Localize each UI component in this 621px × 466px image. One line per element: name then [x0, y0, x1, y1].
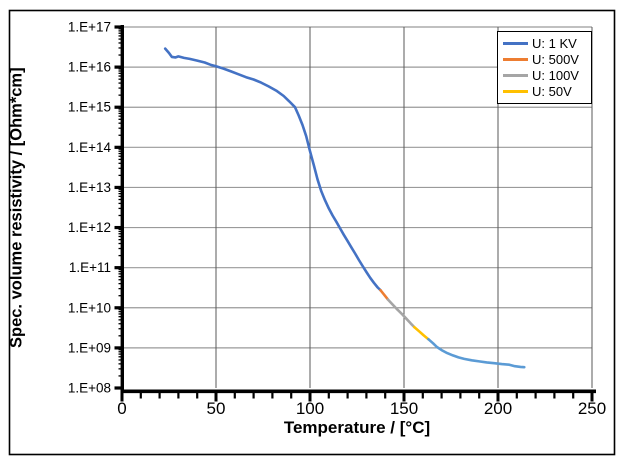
- x-tick-label: 0: [117, 399, 126, 418]
- series-path: [386, 298, 416, 329]
- y-tick-label: 1.E+16: [68, 60, 111, 75]
- y-axis-title: Spec. volume resistivity / [Ohm*cm]: [7, 67, 26, 348]
- series-path: [379, 288, 390, 301]
- y-tick-label: 1.E+11: [69, 260, 111, 275]
- legend-item: U: 100V: [503, 68, 589, 83]
- legend-item: U: 500V: [503, 52, 589, 67]
- x-tick-label: 250: [578, 399, 606, 418]
- x-tick-label: 100: [296, 399, 324, 418]
- y-tick-label: 1.E+09: [68, 340, 111, 355]
- legend-line-sample: [503, 41, 528, 45]
- x-axis-title: Temperature / [°C]: [283, 418, 431, 437]
- y-tick-label: 1.E+10: [68, 300, 111, 315]
- y-tick-label: 1.E+15: [68, 100, 111, 115]
- legend-label: U: 50V: [532, 84, 572, 100]
- series-path: [163, 47, 382, 292]
- legend-label: U: 1 KV: [532, 35, 577, 51]
- series-path: [427, 337, 526, 369]
- x-tick-label: 200: [484, 399, 512, 418]
- x-tick-label: 50: [207, 399, 226, 418]
- series-path: [413, 325, 430, 341]
- x-tick-label: 150: [390, 399, 418, 418]
- y-tick-label: 1.E+12: [68, 220, 111, 235]
- y-tick-label: 1.E+08: [68, 381, 111, 396]
- figure-border: [8, 9, 616, 456]
- legend-label: U: 100V: [532, 68, 579, 84]
- y-tick-label: 1.E+17: [68, 20, 111, 35]
- y-tick-label: 1.E+14: [68, 140, 112, 155]
- legend-line-sample: [503, 90, 528, 94]
- legend-line-sample: [503, 57, 528, 61]
- legend-item: U: 1 KV: [503, 36, 589, 51]
- legend-label: U: 500V: [532, 51, 579, 67]
- legend: U: 1 KV U: 500V U: 100V U: 50V: [497, 31, 592, 104]
- y-tick-label: 1.E+13: [68, 180, 111, 195]
- legend-item: U: 50V: [503, 84, 589, 99]
- legend-line-sample: [503, 74, 528, 78]
